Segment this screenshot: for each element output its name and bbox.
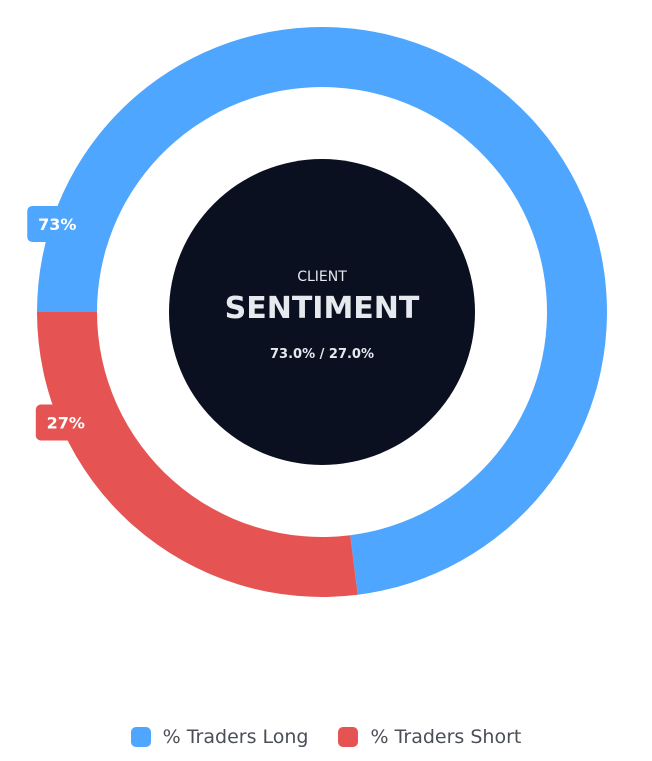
legend-label-short: % Traders Short <box>370 726 522 748</box>
donut-chart: CLIENT SENTIMENT 73.0% / 27.0% 73% 27% <box>27 27 607 597</box>
data-label-background <box>27 205 88 242</box>
legend-item-short[interactable]: % Traders Short <box>338 726 521 748</box>
slices <box>37 27 607 597</box>
center-title: CLIENT <box>297 269 347 285</box>
slice-short[interactable] <box>37 312 358 597</box>
center-subtitle: 73.0% / 27.0% <box>270 347 374 362</box>
data-label-short: 27% <box>35 404 96 441</box>
legend-swatch-long <box>130 727 151 747</box>
legend-label-long: % Traders Long <box>162 726 309 748</box>
data-label-text: 27% <box>47 413 85 432</box>
data-labels: 73% 27% <box>27 205 96 441</box>
legend-item-long[interactable]: % Traders Long <box>130 726 309 748</box>
data-label-background <box>35 404 96 441</box>
legend: % Traders Long % Traders Short <box>0 726 652 748</box>
data-label-text: 73% <box>38 215 76 234</box>
center-disc <box>169 159 475 465</box>
legend-swatch-short <box>338 727 359 747</box>
data-label-long: 73% <box>27 205 88 242</box>
center-heading: SENTIMENT <box>225 291 420 326</box>
